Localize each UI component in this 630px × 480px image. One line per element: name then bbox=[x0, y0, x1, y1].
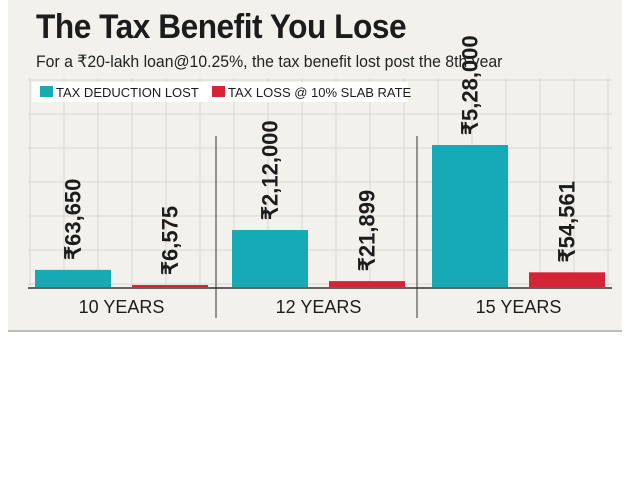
category-label: 10 YEARS bbox=[79, 297, 165, 317]
bar-loss-1 bbox=[132, 285, 208, 287]
legend-swatch-2 bbox=[212, 86, 225, 97]
data-label: ₹63,650 bbox=[61, 179, 86, 260]
legend-label-2: TAX LOSS @ 10% SLAB RATE bbox=[228, 85, 412, 100]
bar-deduction-2 bbox=[232, 229, 308, 287]
data-label: ₹6,575 bbox=[158, 206, 183, 275]
chart-subtitle: For a ₹20-lakh loan@10.25%, the tax bene… bbox=[36, 52, 503, 71]
data-label: ₹2,12,000 bbox=[258, 120, 283, 220]
chart-title: The Tax Benefit You Lose bbox=[36, 8, 407, 46]
category-label: 12 YEARS bbox=[276, 297, 362, 317]
data-label: ₹21,899 bbox=[355, 190, 380, 271]
category-label: 15 YEARS bbox=[476, 297, 562, 317]
bar-loss-3 bbox=[529, 272, 605, 287]
bar-deduction-1 bbox=[35, 269, 111, 287]
legend-label-1: TAX DEDUCTION LOST bbox=[56, 85, 199, 100]
legend-swatch-1 bbox=[40, 86, 53, 97]
data-label: ₹54,561 bbox=[555, 181, 580, 262]
bar-deduction-3 bbox=[432, 145, 508, 287]
legend: TAX DEDUCTION LOST TAX LOSS @ 10% SLAB RA… bbox=[32, 82, 412, 102]
data-label: ₹5,28,000 bbox=[458, 35, 483, 135]
bar-loss-2 bbox=[329, 281, 405, 287]
